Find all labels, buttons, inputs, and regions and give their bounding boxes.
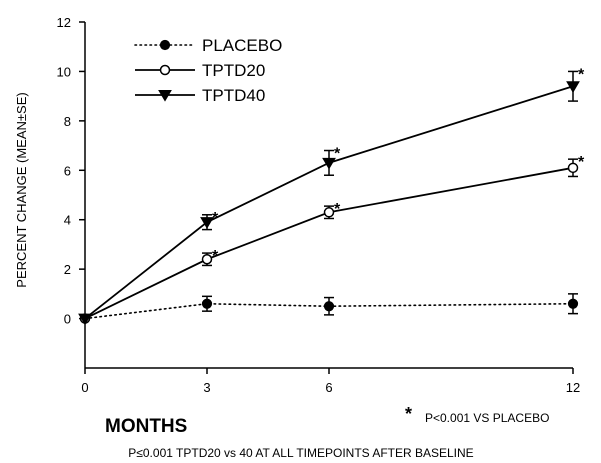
- x-tick-label: 3: [203, 380, 210, 395]
- footnote-star: *: [405, 404, 412, 424]
- y-axis-title: PERCENT CHANGE (MEAN±SE): [14, 92, 29, 287]
- y-ticks: 0 2 4 6 8 10 12: [57, 15, 85, 327]
- significance-star: *: [578, 154, 585, 171]
- legend-item-placebo: PLACEBO: [134, 36, 282, 55]
- data-point-tptd20: [323, 207, 335, 218]
- data-point-tptd40: [566, 81, 580, 93]
- y-tick-label: 2: [64, 262, 71, 277]
- legend-label-placebo: PLACEBO: [202, 36, 282, 55]
- y-tick-label: 12: [57, 15, 71, 30]
- series-line-placebo: [84, 302, 574, 320]
- series-tptd40: * * *: [78, 66, 585, 326]
- data-point-tptd40: [78, 313, 92, 326]
- data-point-tptd40: [200, 217, 214, 229]
- data-point-placebo: [567, 298, 579, 309]
- y-tick-label: 8: [64, 114, 71, 129]
- x-ticks: 0 3 6 12: [81, 368, 580, 395]
- legend-marker-tptd20: [159, 64, 171, 76]
- data-point-tptd20: [201, 254, 213, 265]
- significance-star: *: [212, 248, 219, 265]
- legend-item-tptd40: TPTD40: [135, 86, 265, 105]
- legend-label-tptd40: TPTD40: [202, 86, 265, 105]
- series-layer: * * * * * *: [78, 66, 585, 326]
- legend-label-tptd20: TPTD20: [202, 61, 265, 80]
- footnote-text: P<0.001 VS PLACEBO: [425, 411, 549, 425]
- y-tick-label: 10: [57, 64, 71, 79]
- series-line-tptd40: [84, 85, 574, 320]
- y-tick-label: 4: [64, 213, 71, 228]
- x-tick-label: 6: [325, 380, 332, 395]
- legend-marker-tptd40: [158, 90, 172, 102]
- significance-star: *: [334, 201, 341, 218]
- legend-item-tptd20: TPTD20: [135, 61, 265, 80]
- data-point-placebo: [323, 301, 335, 312]
- y-tick-label: 0: [64, 312, 71, 327]
- legend-marker-placebo: [159, 39, 171, 51]
- x-axis-title: MONTHS: [105, 416, 187, 437]
- series-placebo: [79, 293, 579, 324]
- data-point-placebo: [201, 298, 213, 309]
- legend: PLACEBO TPTD20 TPTD40: [134, 36, 282, 105]
- footnote-2: P≤0.001 TPTD20 vs 40 AT ALL TIMEPOINTS A…: [128, 446, 473, 460]
- significance-star: *: [578, 66, 585, 83]
- series-tptd20: * * *: [79, 154, 585, 324]
- y-tick-label: 6: [64, 163, 71, 178]
- data-point-tptd20: [567, 162, 579, 174]
- x-tick-label: 12: [566, 380, 580, 395]
- data-point-tptd40: [322, 157, 336, 170]
- significance-star: *: [212, 210, 219, 227]
- significance-star: *: [334, 146, 341, 163]
- series-line-tptd20: [84, 166, 574, 320]
- x-tick-label: 0: [81, 380, 88, 395]
- axes: [84, 22, 573, 369]
